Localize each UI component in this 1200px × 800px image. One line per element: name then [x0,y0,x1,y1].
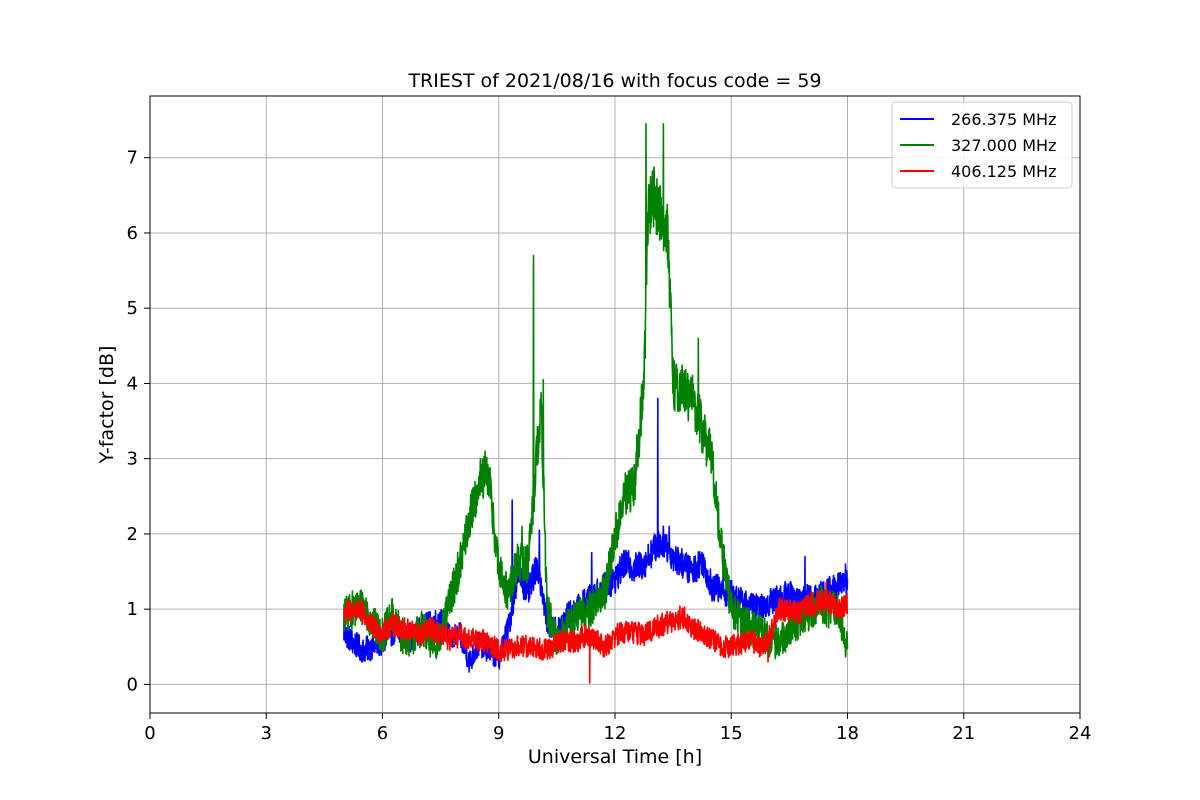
x-tick-label: 12 [604,723,627,744]
series-layer [343,123,849,684]
x-tick-label: 21 [952,723,975,744]
x-tick-label: 15 [720,723,743,744]
legend-label: 266.375 MHz [951,110,1056,129]
legend: 266.375 MHz 327.000 MHz 406.125 MHz [891,101,1073,189]
x-tick-label: 6 [377,723,388,744]
x-axis-label: Universal Time [h] [528,746,702,768]
x-tick-label: 3 [261,723,272,744]
y-tick-label: 7 [127,148,138,169]
y-tick-label: 4 [127,373,138,394]
y-tick-label: 3 [127,449,138,470]
y-tick-label: 1 [127,599,138,620]
legend-label: 406.125 MHz [951,162,1056,181]
x-tick-label: 9 [493,723,504,744]
x-tick-label: 18 [836,723,859,744]
x-tick-label: 24 [1069,723,1092,744]
x-tick-label: 0 [144,723,155,744]
y-axis: 0 1 2 3 4 5 6 7 [127,148,150,695]
y-tick-label: 6 [127,223,138,244]
legend-box [891,101,1073,189]
y-tick-label: 0 [127,674,138,695]
chart-title: TRIEST of 2021/08/16 with focus code = 5… [407,70,821,92]
y-axis-label: Y-factor [dB] [96,346,118,465]
legend-label: 327.000 MHz [951,136,1056,155]
y-tick-label: 5 [127,298,138,319]
x-axis: 0 3 6 9 12 15 18 21 24 [144,713,1091,744]
y-tick-label: 2 [127,524,138,545]
series-line-2 [343,582,849,684]
